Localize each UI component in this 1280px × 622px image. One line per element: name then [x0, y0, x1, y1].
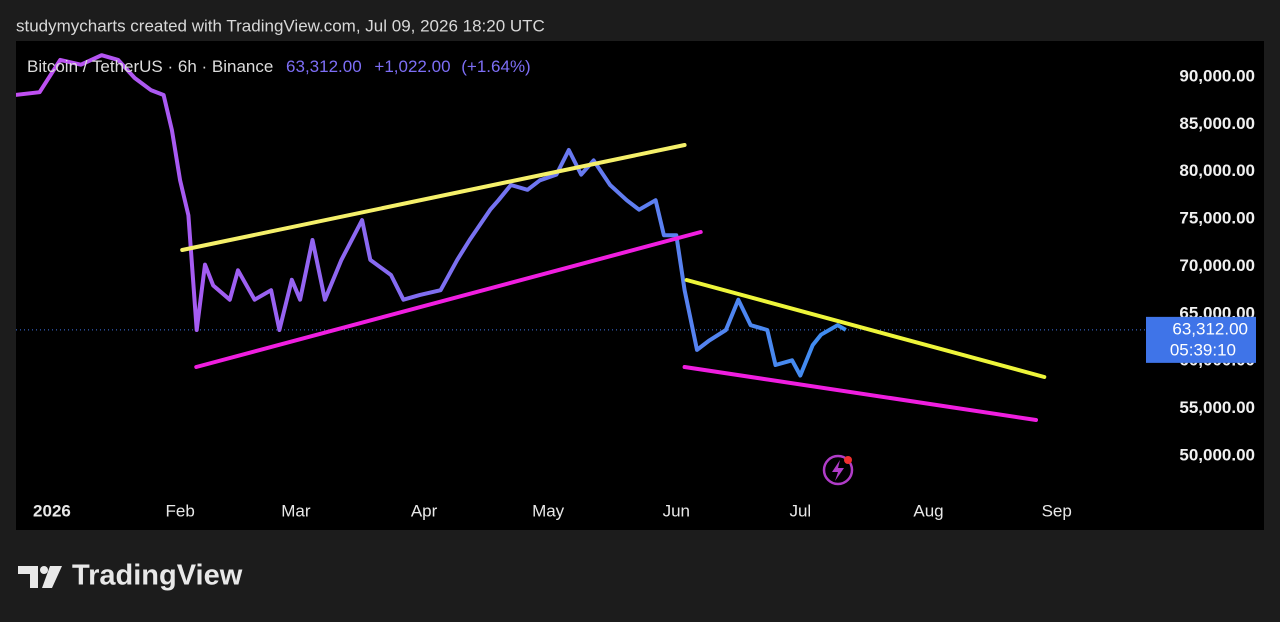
- trendline: [194, 230, 703, 370]
- y-tick-label: 70,000.00: [1179, 256, 1255, 275]
- trendline: [180, 143, 687, 253]
- x-tick-label: May: [532, 501, 565, 520]
- x-tick-label: 2026: [33, 501, 71, 520]
- x-tick-label: Mar: [281, 501, 311, 520]
- trendline: [682, 365, 1039, 422]
- y-tick-label: 55,000.00: [1179, 398, 1255, 417]
- price-label: 63,312.00: [1172, 319, 1248, 338]
- x-tick-label: Feb: [165, 501, 194, 520]
- change: +1,022.00: [374, 57, 450, 76]
- change-pct: (+1.64%): [461, 57, 530, 76]
- y-tick-label: 90,000.00: [1179, 66, 1255, 85]
- y-tick-label: 80,000.00: [1179, 161, 1255, 180]
- chart-area: [16, 41, 1264, 530]
- axes: 50,000.0055,000.0060,000.0065,000.0070,0…: [33, 66, 1256, 520]
- y-tick-label: 75,000.00: [1179, 209, 1255, 228]
- x-tick-label: Jul: [789, 501, 811, 520]
- price-line: [16, 53, 847, 378]
- alert-icon: [822, 454, 854, 486]
- x-tick-label: Jun: [663, 501, 690, 520]
- plot: [16, 53, 1146, 422]
- brand: TradingView: [72, 560, 243, 592]
- last-price: 63,312.00: [286, 57, 362, 76]
- legend: Bitcoin / TetherUS · 6h · Binance 63,312…: [27, 57, 531, 76]
- symbol: Bitcoin / TetherUS · 6h · Binance: [27, 57, 273, 76]
- logo: TradingView: [18, 560, 243, 592]
- x-tick-label: Apr: [411, 501, 438, 520]
- y-tick-label: 50,000.00: [1179, 445, 1255, 464]
- countdown: 05:39:10: [1170, 340, 1236, 359]
- trendline: [684, 278, 1047, 379]
- credit: studymycharts created with TradingView.c…: [16, 16, 545, 35]
- price-label-box: [1146, 316, 1256, 363]
- y-tick-label: 85,000.00: [1179, 114, 1255, 133]
- x-tick-label: Sep: [1042, 501, 1072, 520]
- x-tick-label: Aug: [913, 501, 943, 520]
